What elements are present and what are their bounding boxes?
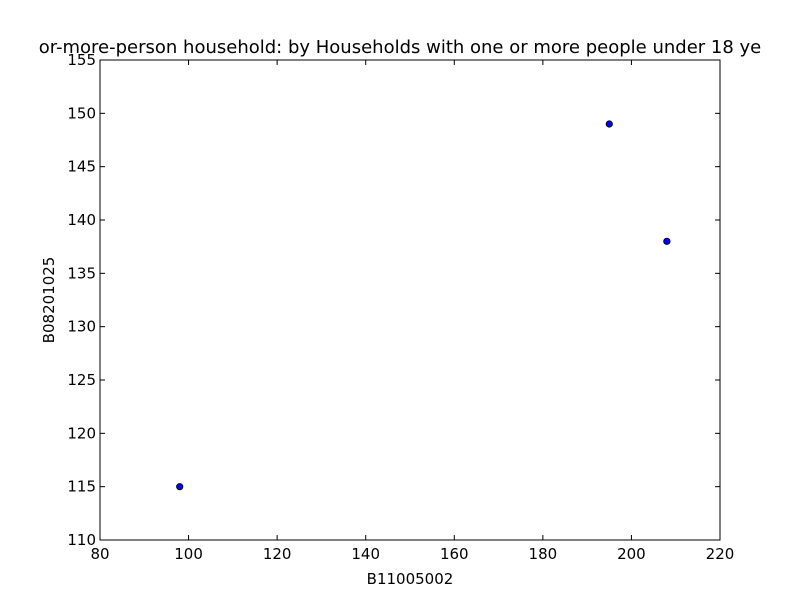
x-axis-label: B11005002	[367, 570, 454, 588]
y-tick-label: 155	[67, 51, 96, 69]
scatter-point	[605, 120, 613, 128]
x-tick-label: 200	[617, 545, 646, 563]
y-tick-label: 115	[67, 478, 96, 496]
x-tick-label: 160	[440, 545, 469, 563]
chart-title: or-more-person household: by Households …	[39, 37, 762, 58]
scatter-point	[663, 237, 671, 245]
data-points	[176, 120, 671, 491]
y-tick-label: 110	[67, 531, 96, 549]
plot-area-frame	[99, 59, 721, 541]
x-tick-label: 80	[90, 545, 109, 563]
y-tick-label: 135	[67, 264, 96, 282]
x-tick-label: 180	[529, 545, 558, 563]
x-tick-label: 100	[174, 545, 203, 563]
axis-ticks: 80 100 120 140 160 180 200 220 110 115 120 125 130 13…	[67, 51, 734, 563]
x-tick-label: 140	[351, 545, 380, 563]
x-tick-label: 220	[706, 545, 735, 563]
scatter-point	[176, 483, 184, 491]
y-tick-label: 150	[67, 104, 96, 122]
y-tick-label: 125	[67, 371, 96, 389]
y-axis-label: B08201025	[40, 257, 58, 344]
y-tick-label: 140	[67, 211, 96, 229]
x-tick-label: 120	[263, 545, 292, 563]
y-tick-label: 145	[67, 158, 96, 176]
y-tick-label: 130	[67, 318, 96, 336]
y-tick-label: 120	[67, 424, 96, 442]
